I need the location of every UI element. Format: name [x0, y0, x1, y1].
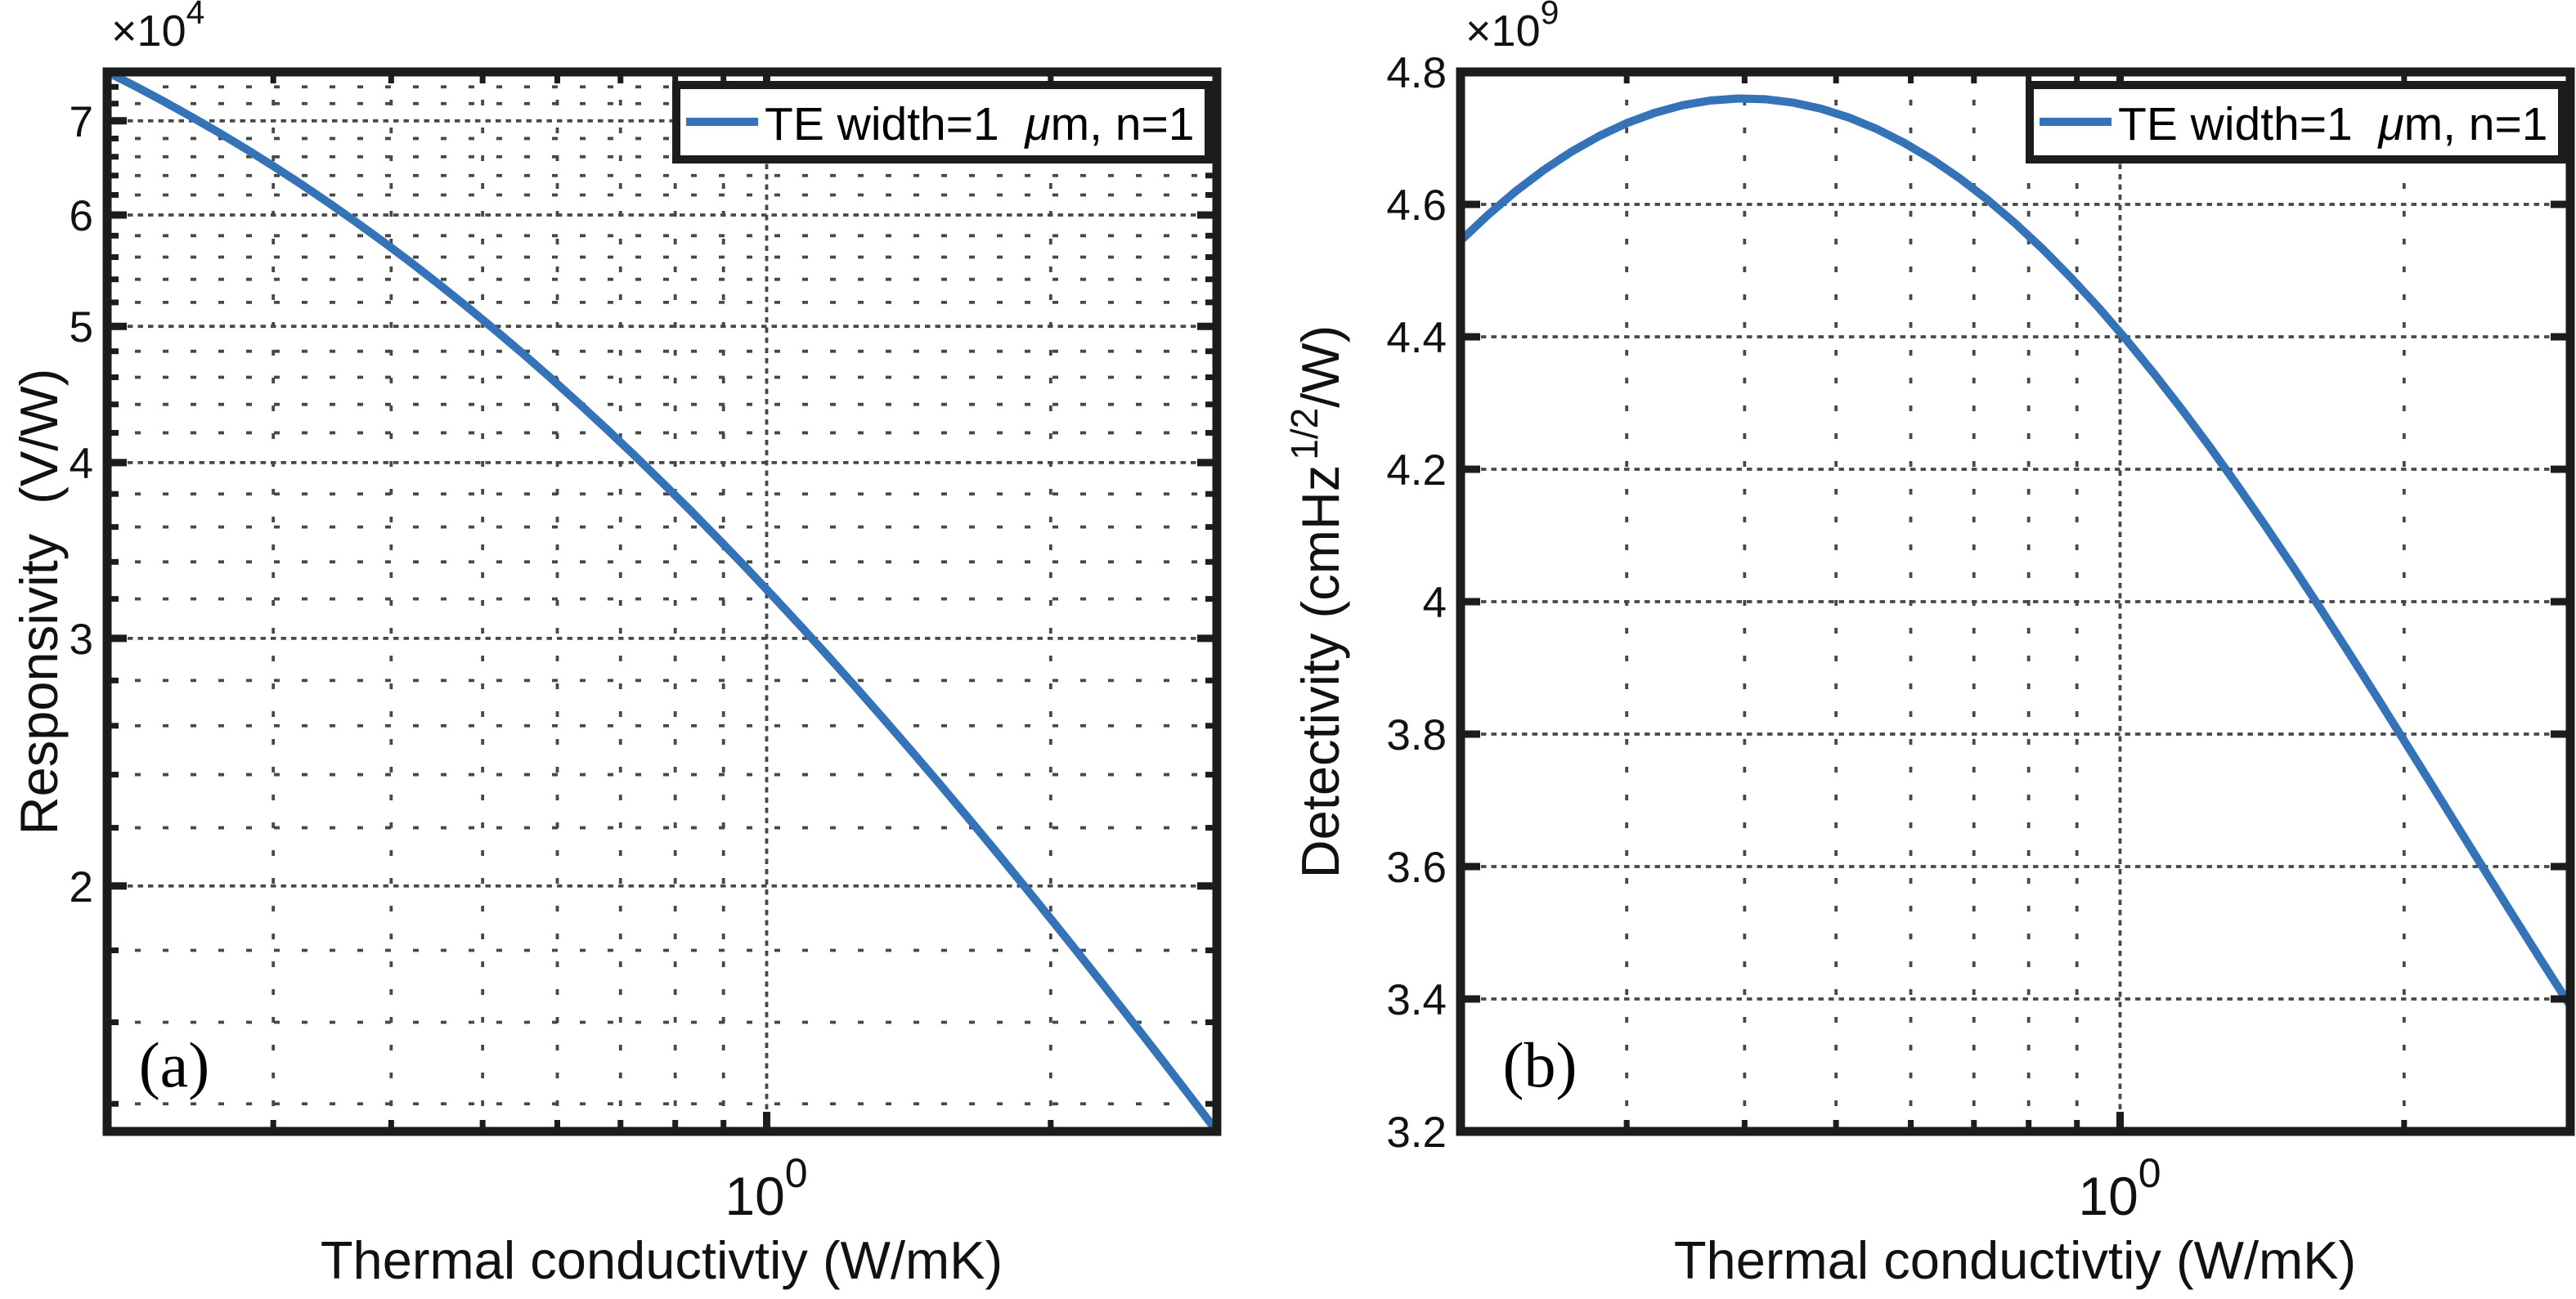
x-axis-title-a: Thermal conductivtiy (W/mK)	[321, 1230, 1003, 1290]
y-axis-multiplier-b: ×109	[1465, 0, 1559, 56]
panel-b-detectivity: 3.2 3.4 3.6 3.8 4 4.2 4.4 4.6 4.8 100 ×109 Therm…	[1283, 0, 2575, 1290]
grid-b	[1461, 72, 2570, 1131]
axes-box-b	[1456, 67, 2575, 1136]
y-tick-label: 4.8	[1386, 49, 1447, 97]
legend-a: TE width=1 μm, n=1	[672, 81, 1213, 163]
y-tick-label: 4	[70, 440, 93, 488]
y-tick-label: 3.4	[1386, 976, 1447, 1024]
y-tick-label: 3	[70, 616, 93, 664]
y-tick-label: 4.2	[1386, 446, 1447, 495]
y-tick-label: 2	[70, 863, 93, 912]
y-tick-labels-b: 3.2 3.4 3.6 3.8 4 4.2 4.4 4.6 4.8	[1386, 49, 1447, 1157]
y-tick-label: 4	[1423, 579, 1447, 627]
series-line-a	[105, 68, 1220, 1135]
y-tick-label: 3.6	[1386, 844, 1447, 892]
legend-label-b: TE width=1 μm, n=1	[2118, 98, 2547, 150]
legend-b: TE width=1 μm, n=1	[2026, 81, 2566, 163]
axes-box-a	[102, 67, 1222, 1136]
legend-label-a: TE width=1 μm, n=1	[765, 98, 1194, 150]
y-axis-title-b: Detectivity (cmHz1/2/W)	[1283, 325, 1350, 879]
y-tick-label: 3.2	[1386, 1109, 1447, 1157]
legend-box-a	[672, 81, 1213, 163]
y-axis-title-a: Responsivity (V/W)	[9, 369, 69, 835]
panel-letter-b: (b)	[1503, 1029, 1577, 1100]
x-axis-title-b: Thermal conductivtiy (W/mK)	[1674, 1230, 2356, 1290]
y-tick-label: 4.6	[1386, 181, 1447, 230]
grid-a	[107, 72, 1217, 1131]
panel-letter-a: (a)	[139, 1029, 210, 1100]
y-axis-multiplier-a: ×104	[111, 0, 204, 56]
x-tick-label-b: 100	[2078, 1150, 2161, 1226]
y-tick-labels-a: 2 3 4 5 6 7	[70, 98, 93, 912]
y-tick-label: 6	[70, 192, 93, 240]
legend-box-b	[2026, 81, 2566, 163]
y-tick-label: 4.4	[1386, 314, 1447, 362]
y-tick-label: 5	[70, 303, 93, 352]
x-tick-label-a: 100	[725, 1150, 807, 1226]
y-tick-label: 7	[70, 98, 93, 146]
y-tick-label: 3.8	[1386, 711, 1447, 759]
panel-a-responsivity: 2 3 4 5 6 7 100 ×104 Thermal conductivtiy (W/…	[9, 0, 1222, 1290]
series-line-b	[1457, 94, 2574, 1008]
